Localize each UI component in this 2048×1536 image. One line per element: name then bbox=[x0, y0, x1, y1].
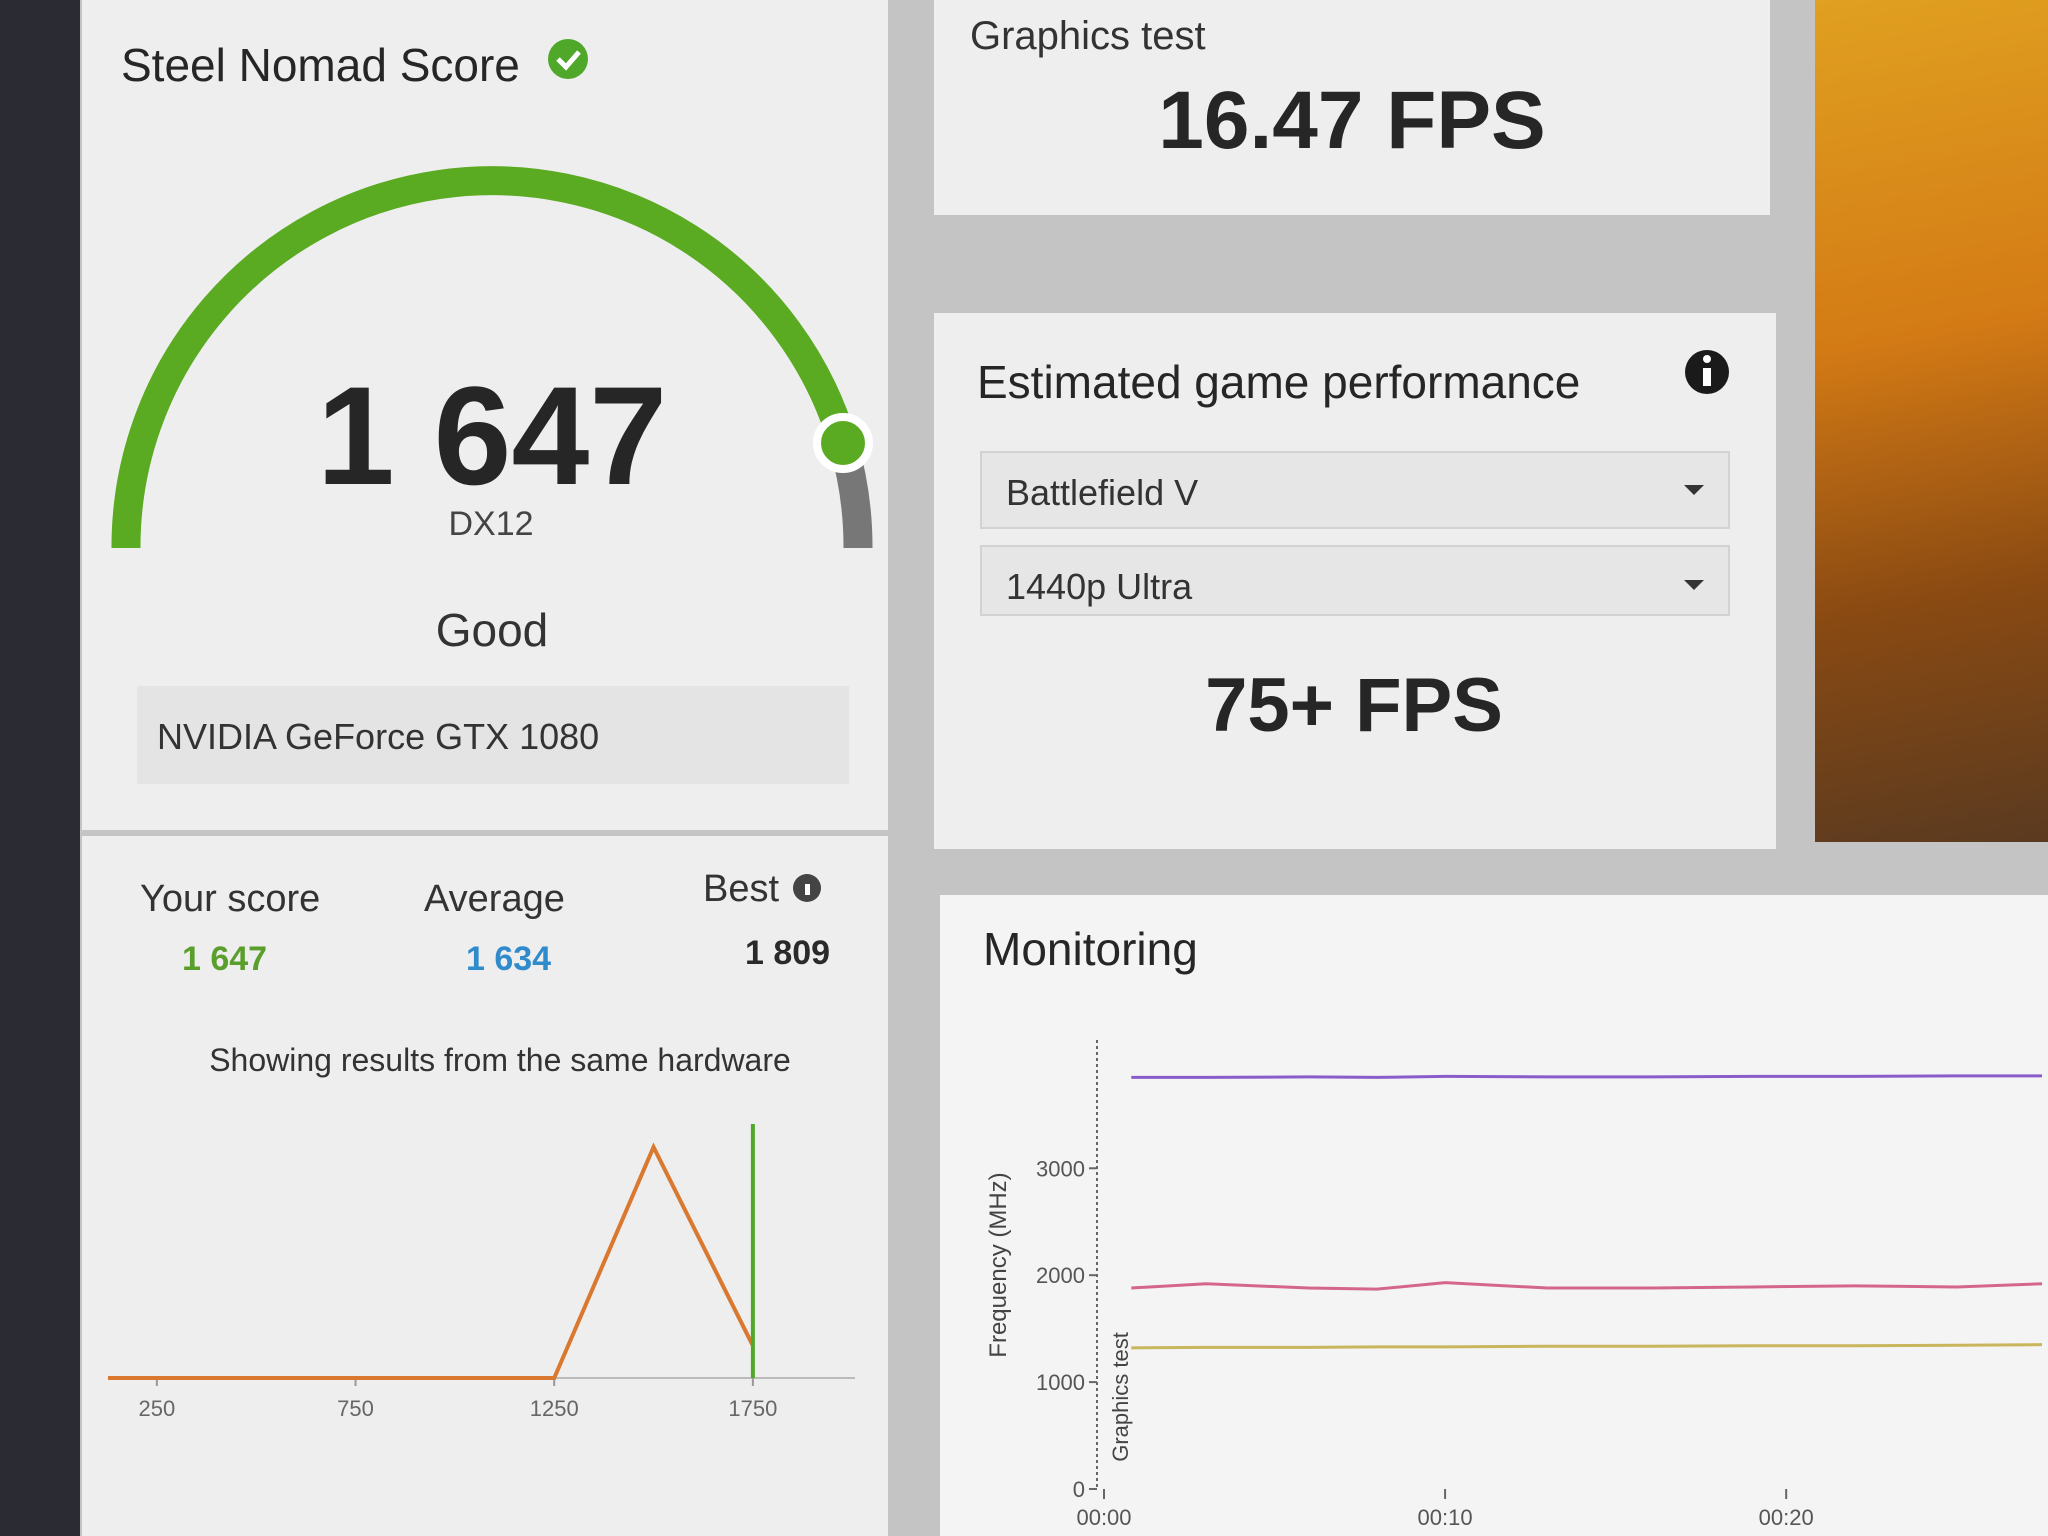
graphics-test-label: Graphics test bbox=[970, 14, 1206, 58]
y-tick-label: 1000 bbox=[1036, 1370, 1085, 1395]
score-title: Steel Nomad Score bbox=[121, 39, 520, 91]
data-line bbox=[1131, 1281, 2043, 1291]
y-tick-label: 3000 bbox=[1036, 1156, 1085, 1181]
preset-dropdown-text: 1440p Ultra bbox=[1006, 566, 1193, 607]
x-tick-label: 750 bbox=[337, 1396, 374, 1421]
score-value: 1 647 bbox=[316, 357, 668, 514]
best-info-icon-bar bbox=[805, 884, 810, 895]
data-line bbox=[1131, 1343, 2043, 1350]
x-tick-label: 1750 bbox=[728, 1396, 777, 1421]
gauge-arc-filled bbox=[111, 166, 857, 549]
graphics-test-card bbox=[934, 0, 1770, 215]
comparison-value: 1 634 bbox=[466, 940, 552, 978]
gpu-box bbox=[137, 686, 849, 784]
graphics-test-value: 16.47 FPS bbox=[1158, 75, 1546, 166]
dropdown-arrow bbox=[1684, 580, 1704, 590]
game-fps: 75+ FPS bbox=[1205, 663, 1503, 748]
dropdown-arrow bbox=[1684, 485, 1704, 495]
x-tick-label: 250 bbox=[139, 1396, 176, 1421]
gauge-knob bbox=[813, 413, 873, 473]
verified-icon bbox=[548, 39, 588, 79]
score-rating: Good bbox=[435, 604, 549, 656]
gpu-name: NVIDIA GeForce GTX 1080 bbox=[157, 716, 600, 757]
info-icon-dot bbox=[1703, 355, 1711, 363]
background-image bbox=[1815, 0, 2048, 842]
game-dropdown[interactable] bbox=[980, 451, 1730, 529]
x-tick-label: 00:10 bbox=[1418, 1505, 1473, 1530]
data-line bbox=[1131, 1074, 2042, 1079]
monitoring-title: Monitoring bbox=[983, 923, 1198, 975]
score-api: DX12 bbox=[448, 505, 534, 543]
game-performance-title: Estimated game performance bbox=[977, 356, 1581, 408]
comparison-value: 1 809 bbox=[745, 934, 831, 972]
x-tick-label: 1250 bbox=[530, 1396, 579, 1421]
x-tick-label: 00:20 bbox=[1759, 1505, 1814, 1530]
x-tick-label: 00:00 bbox=[1076, 1505, 1131, 1530]
screen-bezel bbox=[0, 0, 80, 1536]
y-axis-label: Frequency (MHz) bbox=[985, 1172, 1012, 1357]
data-line bbox=[108, 1142, 755, 1380]
comparison-label: Average bbox=[424, 878, 565, 920]
comparison-value: 1 647 bbox=[182, 940, 268, 978]
y-tick-label: 0 bbox=[1073, 1477, 1085, 1502]
game-dropdown-text: Battlefield V bbox=[1006, 472, 1199, 513]
monitoring-card bbox=[940, 895, 2048, 1536]
preset-dropdown[interactable] bbox=[980, 545, 1730, 616]
info-icon-bar bbox=[1703, 368, 1711, 386]
annotation: Graphics test bbox=[1108, 1332, 1133, 1462]
comparison-label: Your score bbox=[140, 878, 321, 920]
y-tick-label: 2000 bbox=[1036, 1263, 1085, 1288]
comparison-label: Best bbox=[703, 868, 780, 910]
comparison-note: Showing results from the same hardware bbox=[209, 1042, 791, 1078]
verified-check bbox=[556, 50, 581, 71]
